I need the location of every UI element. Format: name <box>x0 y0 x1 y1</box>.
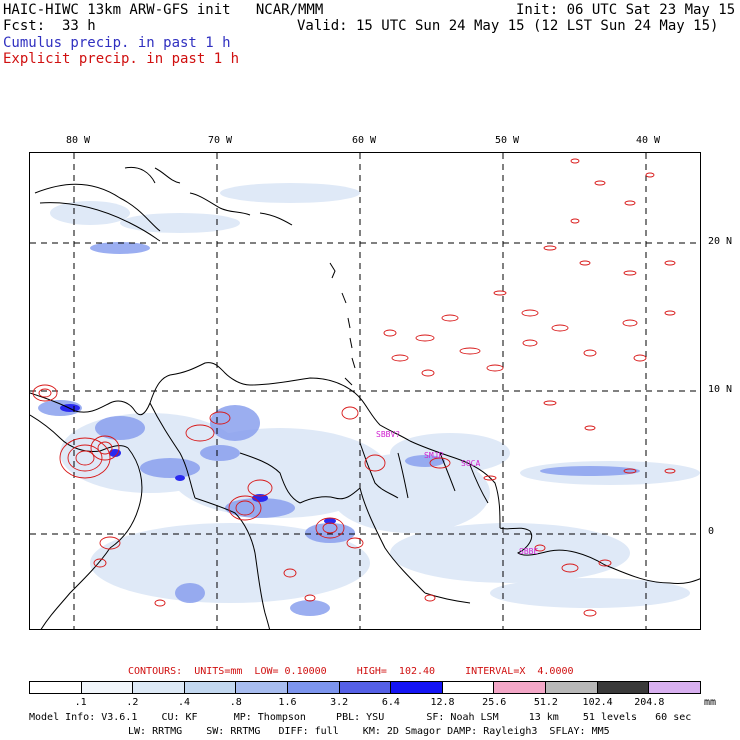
colorbar-tick-label: 102.4 <box>582 697 613 708</box>
colorbar-tick-label: .4 <box>178 697 191 708</box>
precip-map: SBBV? SMJP SOCA SBBE <box>29 152 701 630</box>
forecast-hour: 33 h <box>62 18 96 34</box>
colorbar-swatch <box>184 682 237 693</box>
colorbar-swatch <box>339 682 392 693</box>
station-label-soca: SOCA <box>461 459 481 468</box>
colorbar-swatch <box>30 682 82 693</box>
coastlines <box>30 166 700 629</box>
colorbar-swatch <box>288 682 340 693</box>
model-info-line1: Model Info: V3.6.1 CU: KF MP: Thompson P… <box>29 712 692 723</box>
lat-label-equator: 0 <box>708 526 715 537</box>
init-time: Init: 06 UTC Sat 23 May 15 <box>516 2 736 18</box>
colorbar-tick-label: 204.8 <box>634 697 665 708</box>
colorbar-swatch <box>546 682 598 693</box>
lat-label-10n: 10 N <box>708 384 733 395</box>
station-label-smjp: SMJP <box>424 451 444 460</box>
colorbar-tick-label: 12.8 <box>430 697 455 708</box>
colorbar-unit: mm <box>704 697 717 708</box>
forecast-label: Fcst: <box>3 18 46 34</box>
precip-colorbar <box>29 681 701 694</box>
station-label-sbbv: SBBV? <box>376 430 401 439</box>
colorbar-tick-label: .1 <box>74 697 87 708</box>
colorbar-swatch <box>442 682 495 693</box>
colorbar-swatch <box>391 682 443 693</box>
colorbar-tick-label: .2 <box>126 697 139 708</box>
lon-label-70w: 70 W <box>208 135 233 146</box>
colorbar-swatch <box>649 682 700 693</box>
map-canvas <box>30 153 700 629</box>
graticule <box>30 153 700 629</box>
colorbar-tick-label: .8 <box>229 697 242 708</box>
colorbar-swatch <box>133 682 185 693</box>
colorbar-swatch <box>597 682 650 693</box>
colorbar-tick-label: 51.2 <box>533 697 558 708</box>
colorbar-swatch <box>236 682 289 693</box>
contours-info: CONTOURS: UNITS=mm LOW= 0.10000 HIGH= 10… <box>128 666 574 677</box>
colorbar-tick-label: 3.2 <box>330 697 349 708</box>
colorbar-tick-label: 25.6 <box>482 697 507 708</box>
colorbar-swatch <box>81 682 134 693</box>
valid-time: Valid: 15 UTC Sun 24 May 15 (12 LST Sun … <box>297 18 719 34</box>
colorbar-tick-label: 1.6 <box>278 697 297 708</box>
lon-label-40w: 40 W <box>636 135 661 146</box>
legend-explicit: Explicit precip. in past 1 h <box>3 51 240 67</box>
lon-label-50w: 50 W <box>495 135 520 146</box>
station-label-sbbe: SBBE <box>519 547 539 556</box>
map-title: HAIC-HIWC 13km ARW-GFS init NCAR/MMM <box>3 2 324 18</box>
legend-cumulus: Cumulus precip. in past 1 h <box>3 35 231 51</box>
explicit-precip-contours <box>32 158 676 617</box>
colorbar-swatch <box>494 682 547 693</box>
lon-label-60w: 60 W <box>352 135 377 146</box>
cumulus-moderate-areas <box>38 242 640 616</box>
colorbar-tick-label: 6.4 <box>381 697 400 708</box>
lon-label-80w: 80 W <box>66 135 91 146</box>
model-info-line2: LW: RRTMG SW: RRTMG DIFF: full KM: 2D Sm… <box>128 726 610 737</box>
lat-label-20n: 20 N <box>708 236 733 247</box>
